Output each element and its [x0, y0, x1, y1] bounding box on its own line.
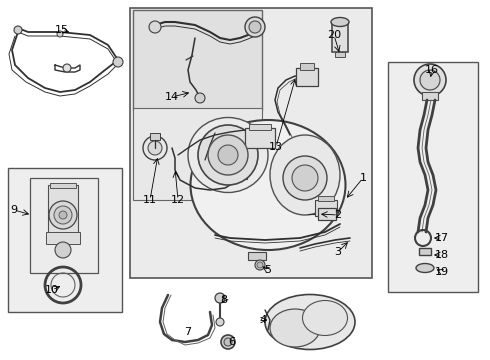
Ellipse shape [188, 117, 268, 193]
Circle shape [55, 242, 71, 258]
Text: 12: 12 [171, 195, 185, 205]
Bar [318, 196, 334, 201]
Circle shape [14, 26, 22, 34]
Circle shape [216, 318, 224, 326]
Bar [150, 133, 160, 140]
Text: 4: 4 [259, 315, 267, 325]
Bar [133, 10, 262, 110]
Text: 1: 1 [360, 173, 367, 183]
Circle shape [218, 145, 238, 165]
Circle shape [54, 206, 72, 224]
Bar [130, 8, 372, 278]
Circle shape [215, 293, 225, 303]
Text: 20: 20 [327, 30, 341, 40]
Text: 13: 13 [269, 142, 283, 152]
Circle shape [59, 211, 67, 219]
Circle shape [224, 338, 232, 346]
Bar [30, 178, 98, 273]
Text: 15: 15 [55, 25, 69, 35]
Ellipse shape [191, 120, 345, 250]
Bar [249, 124, 271, 130]
Text: 18: 18 [435, 250, 449, 260]
Text: 19: 19 [435, 267, 449, 277]
Ellipse shape [265, 294, 355, 350]
Bar [332, 22, 348, 52]
Bar [315, 200, 337, 216]
Text: 16: 16 [425, 65, 439, 75]
Circle shape [198, 125, 258, 185]
Text: 3: 3 [335, 247, 342, 257]
Text: 7: 7 [184, 327, 192, 337]
Circle shape [257, 262, 263, 268]
Circle shape [57, 31, 63, 37]
Circle shape [283, 156, 327, 200]
Circle shape [113, 57, 123, 67]
Text: 2: 2 [335, 210, 342, 220]
Bar [335, 52, 345, 57]
Bar [245, 128, 275, 148]
Circle shape [63, 64, 71, 72]
Text: 10: 10 [45, 285, 59, 295]
Ellipse shape [302, 301, 347, 336]
Bar [300, 63, 314, 70]
Ellipse shape [416, 264, 434, 273]
Bar [296, 68, 318, 86]
Text: 6: 6 [228, 337, 236, 347]
Circle shape [255, 260, 265, 270]
Circle shape [148, 141, 162, 155]
Bar [422, 92, 438, 100]
Circle shape [195, 93, 205, 103]
Text: 5: 5 [265, 265, 271, 275]
Ellipse shape [270, 309, 320, 347]
Bar [388, 62, 478, 292]
Ellipse shape [270, 135, 340, 215]
Circle shape [292, 165, 318, 191]
Ellipse shape [331, 18, 349, 27]
Text: 14: 14 [165, 92, 179, 102]
Circle shape [245, 17, 265, 37]
Bar [235, 170, 247, 179]
Bar [8, 168, 122, 312]
Circle shape [414, 64, 446, 96]
Bar [46, 232, 80, 244]
Bar [133, 108, 262, 200]
Text: 9: 9 [10, 205, 18, 215]
Bar [50, 183, 76, 188]
Circle shape [49, 201, 77, 229]
Circle shape [208, 135, 248, 175]
Bar [248, 252, 266, 260]
Circle shape [420, 70, 440, 90]
Text: 17: 17 [435, 233, 449, 243]
Bar [318, 208, 336, 220]
Bar [419, 248, 431, 255]
Text: 8: 8 [220, 295, 227, 305]
Text: 11: 11 [143, 195, 157, 205]
Circle shape [221, 335, 235, 349]
Bar [48, 185, 78, 235]
Circle shape [249, 21, 261, 33]
Circle shape [149, 21, 161, 33]
